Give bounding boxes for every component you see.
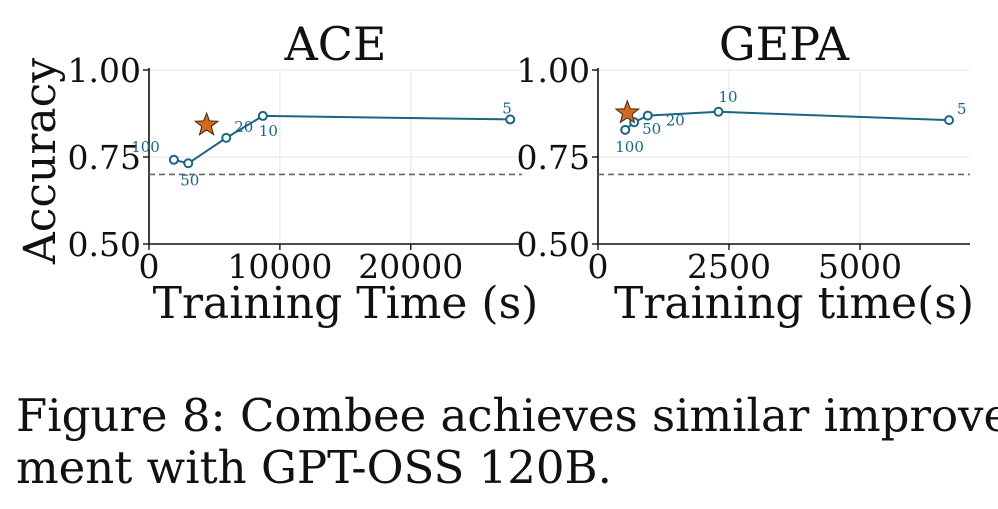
chart-2-y-tick-label: 0.75 [517, 138, 590, 177]
chart-2-data-point [944, 115, 955, 126]
chart-2-data-label: 100 [615, 138, 644, 156]
chart-1-data-point [168, 154, 179, 165]
chart-1-y-tick-label: 0.50 [68, 225, 141, 264]
chart-2-data-point [620, 124, 631, 135]
figure-charts: 0.50 0.75 1.00 0 10000 20000 ACE Training Time … [15, 17, 974, 329]
chart-1-data-label: 5 [502, 99, 512, 117]
chart-2-x-tick-label: 2500 [687, 247, 771, 286]
chart-2-x-tick-label: 0 [588, 247, 609, 286]
chart-2-highlight-star [614, 99, 641, 124]
caption-line-2: ment with GPT-OSS 120B. [16, 441, 612, 494]
chart-1-title: ACE [284, 17, 387, 71]
chart-1-x-tick-label: 0 [139, 247, 160, 286]
chart-1-y-tick-label: 1.00 [68, 51, 141, 90]
chart-1-x-tick-label: 20000 [358, 247, 463, 286]
chart-1-y-tick-label: 0.75 [68, 138, 141, 177]
chart-2-title: GEPA [719, 17, 850, 71]
chart-1-data-point [183, 158, 194, 169]
chart-2-y-tick-label: 1.00 [517, 51, 590, 90]
chart-2-data-label: 20 [666, 112, 685, 130]
chart-2-y-tick-label: 0.50 [517, 225, 590, 264]
chart-1-y-axis-label: Accuracy [15, 58, 66, 265]
chart-2-data-point [642, 110, 653, 121]
chart-1-data-label: 20 [234, 118, 253, 136]
chart-1-data-point [257, 110, 268, 121]
chart-2-data-label: 10 [719, 88, 738, 106]
chart-1-x-tick-label: 10000 [227, 247, 332, 286]
chart-1-highlight-star [193, 111, 220, 136]
chart-1-x-axis-label: Training Time (s) [153, 278, 539, 329]
chart-1-data-label: 10 [259, 122, 278, 140]
chart-1-data-label: 100 [131, 138, 160, 156]
chart-2-x-tick-label: 5000 [818, 247, 902, 286]
chart-2-data-point [713, 106, 724, 117]
chart-1-data-label: 50 [180, 171, 199, 189]
chart-1-data-point [221, 132, 232, 143]
chart-2-x-axis-label: Training time(s) [614, 278, 974, 329]
chart-2-data-label: 50 [642, 120, 661, 138]
chart-2-data-label: 5 [957, 100, 967, 118]
figure-caption: Figure 8: Combee achieves similar improv… [16, 389, 998, 494]
chart-1-data-point [505, 114, 516, 125]
caption-line-1: Figure 8: Combee achieves similar improv… [16, 389, 998, 442]
